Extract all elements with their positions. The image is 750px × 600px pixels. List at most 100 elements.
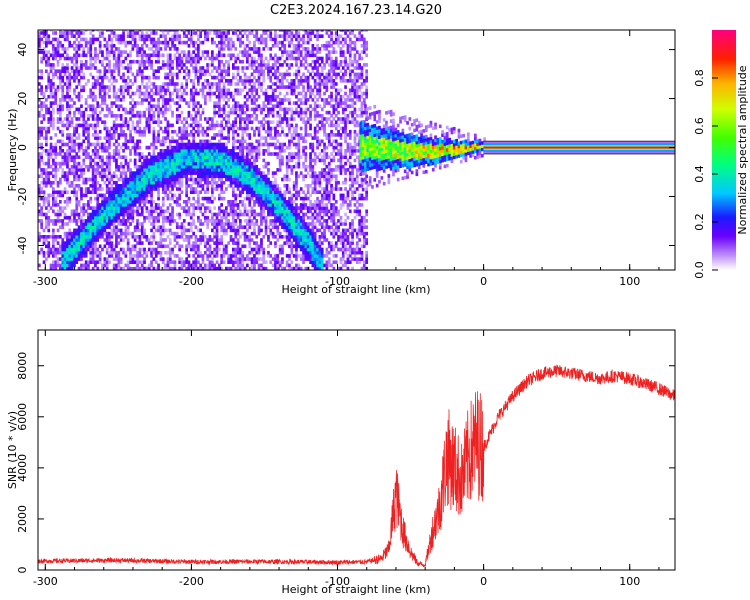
heatmap-cell <box>75 117 79 121</box>
heatmap-cell <box>232 126 235 131</box>
heatmap-cell <box>253 171 256 175</box>
heatmap-cell <box>201 145 205 150</box>
heatmap-cell <box>45 174 48 179</box>
heatmap-cell <box>278 168 282 172</box>
heatmap-cell <box>117 34 121 38</box>
heatmap-cell <box>112 171 116 175</box>
heatmap-cell <box>42 241 46 245</box>
heatmap-cell <box>168 168 172 172</box>
heatmap-cell <box>145 193 149 198</box>
heatmap-cell <box>110 212 114 217</box>
heatmap-cell <box>38 126 41 131</box>
heatmap-cell <box>147 164 151 169</box>
heatmap-cell <box>187 44 191 48</box>
heatmap-cell <box>152 219 156 223</box>
heatmap-cell <box>77 235 81 239</box>
heatmap-cell <box>91 149 95 153</box>
heatmap-cell <box>63 187 67 191</box>
heatmap-cell <box>115 59 118 64</box>
heatmap-cell <box>145 206 149 210</box>
heatmap-cell <box>101 101 104 105</box>
heatmap-cell <box>94 235 97 239</box>
heatmap-cell <box>77 98 81 102</box>
heatmap-cell <box>185 142 188 147</box>
heatmap-cell <box>262 59 266 64</box>
heatmap-cell <box>115 228 118 233</box>
heatmap-cell <box>227 37 230 42</box>
heatmap-cell <box>199 164 202 169</box>
heatmap-cell <box>285 231 289 236</box>
heatmap-cell <box>49 104 53 108</box>
heatmap-cell <box>220 59 223 64</box>
heatmap-cell <box>171 177 174 182</box>
heatmap-cell <box>271 110 275 115</box>
heatmap-cell <box>260 72 263 77</box>
heatmap-cell <box>45 161 48 166</box>
heatmap-cell <box>133 91 137 96</box>
heatmap-cell <box>80 190 83 194</box>
heatmap-cell <box>246 228 249 233</box>
heatmap-cell <box>218 53 221 58</box>
heatmap-cell <box>194 180 198 185</box>
heatmap-cell <box>220 228 223 233</box>
heatmap-cell <box>267 244 270 249</box>
heatmap-cell <box>278 206 282 210</box>
heatmap-cell <box>168 98 172 102</box>
heatmap-cell <box>138 139 142 144</box>
heatmap-cell <box>164 219 167 223</box>
heatmap-cell <box>112 94 116 99</box>
heatmap-cell <box>119 91 123 96</box>
heatmap-cell <box>68 107 72 112</box>
heatmap-cell <box>98 85 102 89</box>
heatmap-cell <box>213 133 216 137</box>
heatmap-cell <box>278 123 282 128</box>
heatmap-cell <box>145 31 149 35</box>
heatmap-cell <box>40 152 43 156</box>
heatmap-cell <box>206 91 209 96</box>
heatmap-cell <box>271 180 275 185</box>
heatmap-cell <box>140 212 144 217</box>
heatmap-cell <box>213 66 216 70</box>
heatmap-cell <box>185 260 188 264</box>
heatmap-cell <box>40 250 43 255</box>
heatmap-cell <box>110 37 114 42</box>
heatmap-cell <box>119 231 123 236</box>
heatmap-cell <box>215 82 219 86</box>
heatmap-cell <box>182 200 186 204</box>
heatmap-cell <box>77 238 81 242</box>
heatmap-cell <box>213 152 216 156</box>
heatmap-cell <box>264 231 268 236</box>
heatmap-cell <box>278 250 282 255</box>
heatmap-cell <box>124 158 128 163</box>
heatmap-cell <box>213 158 216 163</box>
heatmap-cell <box>105 56 109 61</box>
heatmap-cell <box>248 196 252 201</box>
heatmap-cell <box>161 34 165 38</box>
heatmap-cell <box>38 47 41 51</box>
heatmap-cell <box>260 184 263 188</box>
heatmap-cell <box>56 235 60 239</box>
heatmap-cell <box>178 53 181 58</box>
heatmap-cell <box>264 142 268 147</box>
heatmap-cell <box>236 88 240 93</box>
heatmap-cell <box>239 254 242 258</box>
heatmap-cell <box>187 145 191 150</box>
heatmap-cell <box>239 149 242 153</box>
heatmap-cell <box>66 235 69 239</box>
heatmap-cell <box>250 177 254 182</box>
heatmap-cell <box>63 190 67 194</box>
heatmap-cell <box>150 158 153 163</box>
heatmap-cell <box>229 56 233 61</box>
heatmap-cell <box>98 117 102 121</box>
heatmap-cell <box>285 161 289 166</box>
heatmap-cell <box>94 149 97 153</box>
heatmap-cell <box>166 53 170 58</box>
heatmap-cell <box>220 44 223 48</box>
heatmap-cell <box>75 123 79 128</box>
heatmap-cell <box>192 82 195 86</box>
heatmap-cell <box>77 72 81 77</box>
heatmap-cell <box>173 56 177 61</box>
heatmap-cell <box>73 56 76 61</box>
heatmap-cell <box>204 101 207 105</box>
